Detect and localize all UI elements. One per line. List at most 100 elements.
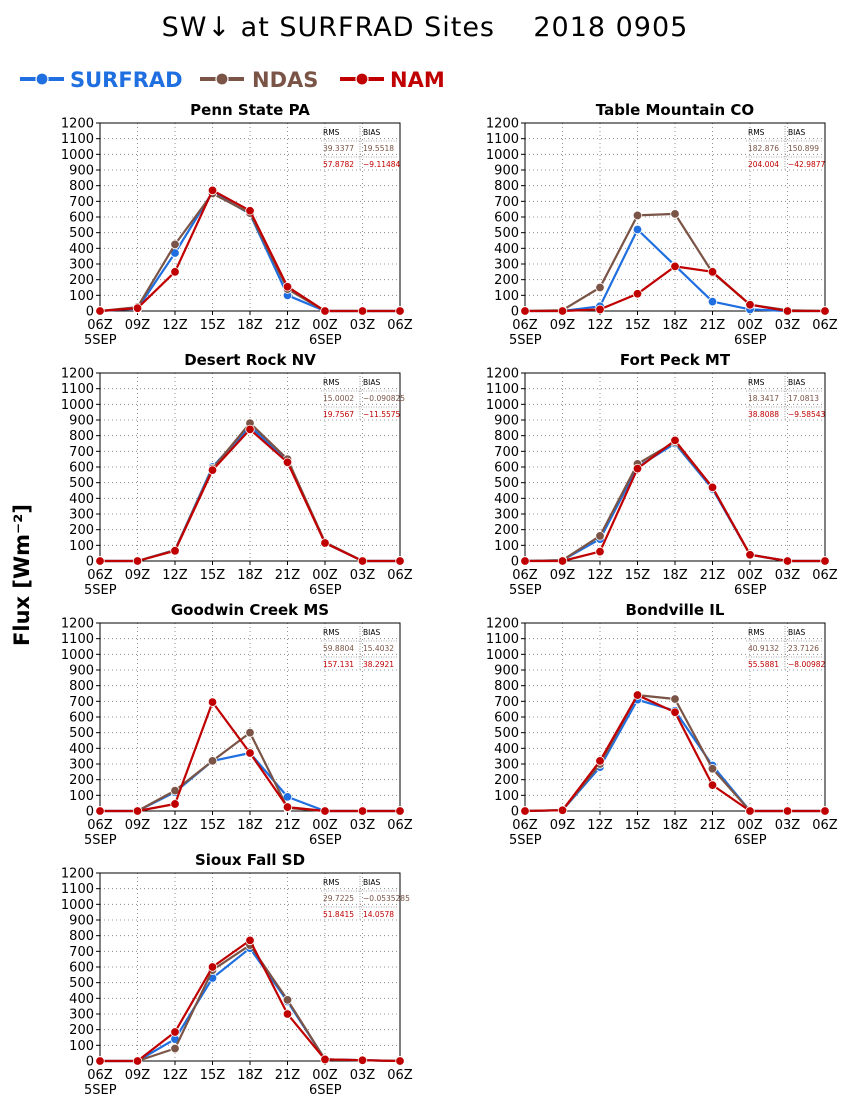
y-tick-label: 200 [69, 523, 94, 538]
stats-value: 23.7126 [788, 644, 819, 653]
x-tick-label: 21Z [700, 568, 726, 583]
data-point-nam [632, 690, 643, 700]
data-point-nam [357, 1055, 368, 1065]
x-tick-label: 12Z [587, 318, 613, 333]
series-line-nam [100, 939, 401, 1063]
y-tick-label: 800 [494, 679, 519, 694]
y-tick-label: 1000 [486, 398, 519, 413]
x-date-label: 6SEP [734, 833, 767, 848]
data-point-ndas [207, 756, 218, 766]
panel-table-mountain-co: Table Mountain CO 01002003004005006007008… [486, 101, 838, 348]
stats-header-bias: BIAS [363, 628, 380, 637]
data-point-nam [170, 267, 180, 277]
y-tick-label: 0 [86, 1055, 94, 1070]
data-point-nam [557, 306, 568, 316]
y-tick-label: 400 [69, 992, 94, 1007]
legend-swatch-ndas [200, 72, 244, 86]
x-tick-label: 00Z [312, 568, 338, 583]
stats-header-rms: RMS [323, 878, 340, 887]
y-tick-label: 100 [494, 789, 519, 804]
x-tick-label: 15Z [625, 568, 651, 583]
x-tick-label: 15Z [625, 318, 651, 333]
data-point-ndas [707, 764, 718, 774]
stats-header-bias: BIAS [363, 378, 380, 387]
y-tick-label: 500 [69, 726, 94, 741]
x-tick-label: 21Z [275, 568, 301, 583]
x-tick-label: 06Z [387, 818, 413, 833]
data-point-nam [207, 962, 218, 972]
legend-swatch-surfrad [20, 72, 64, 86]
y-tick-label: 1100 [61, 132, 94, 147]
stats-value: 18.3417 [748, 394, 779, 403]
legend-item-surfrad: SURFRAD [18, 66, 183, 96]
y-tick-label: 400 [494, 242, 519, 257]
stats-header-rms: RMS [323, 128, 340, 137]
y-tick-label: 1000 [61, 398, 94, 413]
data-point-ndas [282, 995, 293, 1005]
data-point-nam [595, 304, 605, 315]
y-tick-label: 400 [494, 742, 519, 757]
stats-table: RMS BIAS 182.876 150.899 204.004 −42.9877 [746, 126, 826, 171]
y-tick-label: 600 [69, 711, 94, 726]
stats-value: 59.8804 [323, 644, 354, 653]
data-point-nam [820, 806, 830, 816]
y-tick-label: 1100 [486, 382, 519, 397]
y-tick-label: 1000 [486, 148, 519, 163]
y-tick-label: 1100 [61, 882, 94, 897]
x-tick-label: 06Z [387, 318, 413, 333]
y-tick-label: 1000 [61, 648, 94, 663]
x-tick-label: 00Z [312, 318, 338, 333]
x-tick-label: 15Z [625, 818, 651, 833]
data-point-nam [320, 806, 330, 816]
y-tick-label: 100 [69, 789, 94, 804]
x-tick-label: 09Z [125, 568, 151, 583]
x-date-label: 6SEP [309, 333, 342, 348]
x-date-label: 6SEP [309, 833, 342, 848]
x-tick-label: 00Z [312, 1068, 338, 1083]
y-tick-label: 900 [494, 164, 519, 179]
x-tick-label: 15Z [200, 818, 226, 833]
y-tick-label: 300 [494, 758, 519, 773]
data-point-nam [395, 306, 405, 316]
data-point-nam [745, 550, 755, 560]
data-point-nam [820, 556, 830, 566]
y-tick-label: 500 [494, 726, 519, 741]
data-point-nam [670, 261, 680, 272]
series-surfrad [95, 943, 405, 1066]
data-point-nam [707, 482, 718, 493]
x-tick-label: 03Z [350, 1068, 376, 1083]
y-tick-label: 0 [511, 805, 519, 820]
data-point-nam [820, 306, 830, 316]
y-tick-label: 400 [69, 242, 94, 257]
data-point-nam [557, 805, 568, 815]
x-date-label: 6SEP [734, 583, 767, 598]
stats-value: 17.0813 [788, 394, 819, 403]
series-nam [520, 690, 830, 816]
x-tick-label: 12Z [587, 568, 613, 583]
panel-title: Desert Rock NV [184, 351, 316, 369]
data-point-ndas [595, 282, 605, 293]
stats-header-bias: BIAS [363, 128, 380, 137]
stats-value: 14.0578 [363, 910, 394, 919]
data-point-nam [632, 289, 643, 299]
x-tick-label: 09Z [125, 318, 151, 333]
stats-header-rms: RMS [323, 378, 340, 387]
stats-value: 204.004 [748, 160, 779, 169]
data-point-nam [320, 306, 330, 316]
stats-value: 15.4032 [363, 644, 394, 653]
x-tick-label: 09Z [125, 818, 151, 833]
y-tick-label: 1100 [61, 382, 94, 397]
stats-header-bias: BIAS [788, 128, 805, 137]
data-point-nam [95, 306, 105, 316]
y-tick-label: 200 [494, 773, 519, 788]
data-point-nam [245, 424, 255, 435]
y-tick-label: 1200 [486, 367, 519, 382]
y-tick-label: 100 [494, 539, 519, 554]
x-tick-label: 03Z [775, 818, 801, 833]
stats-header-bias: BIAS [363, 878, 380, 887]
stats-value: 182.876 [748, 144, 779, 153]
stats-table: RMS BIAS 18.3417 17.0813 38.8088 −9.58543 [746, 376, 826, 421]
data-point-nam [245, 206, 255, 216]
x-date-label: 5SEP [84, 333, 117, 348]
y-tick-label: 1000 [486, 648, 519, 663]
